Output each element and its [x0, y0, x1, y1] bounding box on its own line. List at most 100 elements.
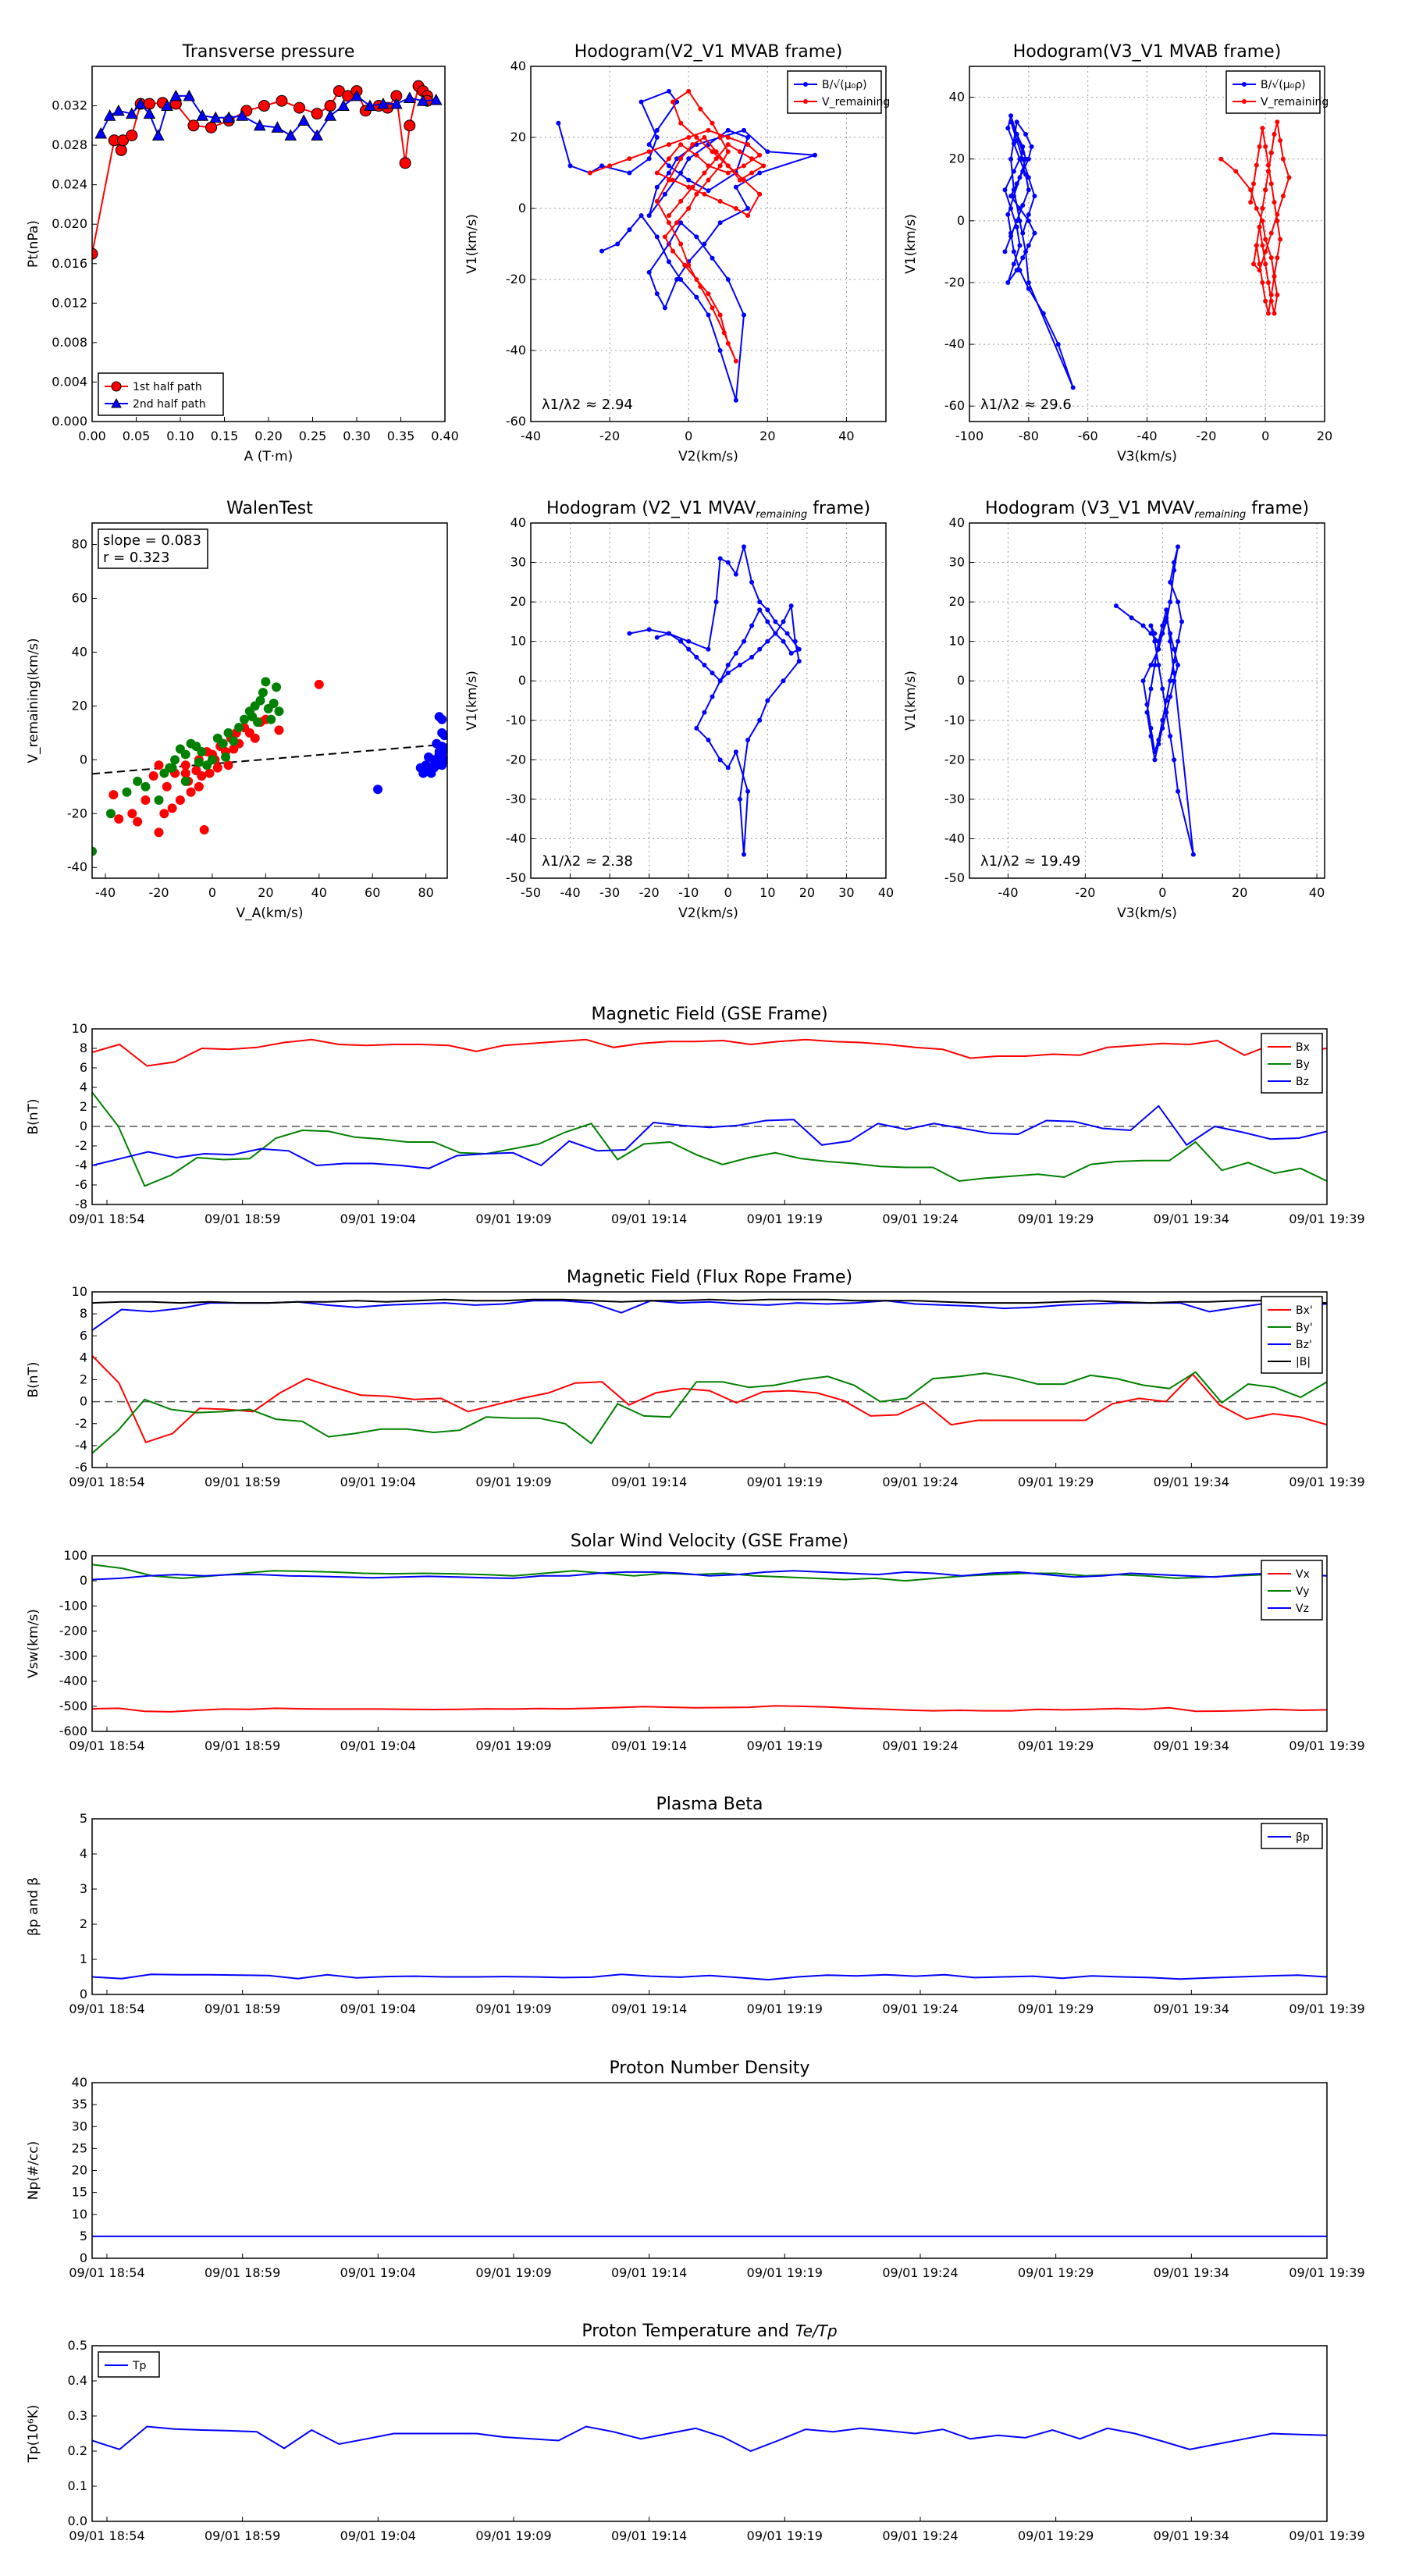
data-point: [733, 206, 738, 211]
data-point: [162, 781, 172, 792]
y-tick-label: 0: [957, 213, 965, 228]
data-point: [1148, 686, 1154, 692]
series-line-Tp: [92, 2425, 1327, 2453]
data-point: [627, 156, 632, 162]
data-point: [1129, 615, 1134, 621]
data-point: [1280, 156, 1286, 162]
data-point: [1026, 279, 1031, 285]
series-line-Vz: [92, 1570, 1327, 1581]
data-point: [274, 725, 284, 735]
legend-label: V_remaining: [1261, 96, 1329, 109]
x-tick-label: 09/01 19:09: [475, 2528, 551, 2543]
tp-plot-area: [92, 2425, 1327, 2453]
data-point: [742, 639, 746, 644]
data-point: [1002, 249, 1008, 254]
x-tick-label: 09/01 19:29: [1018, 2265, 1094, 2280]
data-point: [1260, 218, 1265, 223]
x-tick-label: 09/01 18:59: [205, 2001, 280, 2016]
y-axis-label: Pt(nPa): [26, 220, 41, 268]
data-point: [607, 163, 613, 169]
data-point: [1023, 132, 1029, 137]
y-tick-label: 4: [80, 1846, 87, 1861]
y-tick-label: 1: [80, 1952, 87, 1966]
y-tick-label: 10: [72, 2207, 87, 2222]
y-tick-label: 0: [80, 1394, 87, 1409]
data-point: [1026, 243, 1031, 248]
data-point: [678, 277, 684, 282]
legend-label: Vz: [1296, 1603, 1309, 1615]
data-point: [1265, 311, 1271, 316]
data-point: [1172, 560, 1177, 565]
x-tick-label: -80: [1019, 429, 1039, 443]
data-point: [1260, 279, 1265, 285]
data-point: [126, 107, 138, 119]
plot-frame: [91, 1555, 1328, 1732]
data-point: [1268, 230, 1274, 236]
data-point: [1040, 311, 1046, 316]
data-point: [373, 785, 383, 795]
data-point: [710, 149, 715, 155]
x-tick-label: 0.30: [343, 429, 371, 443]
data-point: [666, 177, 671, 183]
x-tick-label: 09/01 19:34: [1154, 2528, 1229, 2543]
data-point: [757, 152, 763, 158]
data-point: [749, 623, 755, 628]
data-point: [1011, 249, 1016, 254]
data-point: [1172, 568, 1177, 573]
data-point: [725, 149, 731, 155]
x-axis-label: V2(km/s): [678, 449, 738, 464]
y-tick-label: 30: [510, 555, 526, 570]
y-tick-label: -50: [944, 870, 965, 885]
eigen-ratio-annotation: λ1/λ2 ≈ 19.49: [980, 853, 1080, 870]
data-point: [1008, 156, 1014, 162]
data-point: [757, 646, 763, 652]
data-point: [666, 88, 671, 94]
data-point: [1160, 725, 1165, 731]
x-tick-label: 09/01 19:09: [475, 2001, 551, 2016]
legend-marker: [803, 82, 808, 87]
data-point: [1152, 639, 1158, 644]
data-point: [725, 277, 731, 282]
data-point: [717, 312, 723, 318]
data-point: [749, 654, 755, 660]
data-point: [250, 733, 260, 743]
data-point: [1263, 298, 1268, 304]
x-tick-label: 09/01 18:54: [69, 1475, 144, 1489]
data-point: [686, 135, 692, 140]
hodo1-legend: B/√(μ₀ρ) V_remaining: [787, 70, 890, 114]
data-point: [678, 142, 684, 148]
data-point: [1002, 187, 1008, 193]
hodo1-chart: Hodogram(V2_V1 MVAB frame)-60-40-2002040…: [464, 42, 890, 464]
data-point: [713, 149, 719, 155]
x-tick-label: 09/01 19:14: [611, 2528, 687, 2543]
data-point: [717, 198, 723, 204]
data-point: [134, 97, 147, 109]
data-point: [434, 712, 444, 722]
walen-plot-area: [92, 677, 447, 856]
data-point: [788, 603, 794, 609]
gse-chart: Magnetic Field (GSE Frame) -8 -6 -4 -2 0 2 4 6 8 1…: [26, 1005, 1365, 1226]
data-point: [154, 827, 164, 838]
data-point: [161, 99, 173, 112]
data-point: [706, 127, 711, 133]
data-point: [757, 191, 763, 197]
data-point: [167, 763, 177, 773]
legend-label: By': [1296, 1322, 1313, 1334]
data-point: [222, 111, 235, 123]
y-tick-label: 40: [949, 90, 965, 105]
series-line-Bz': [92, 1300, 1327, 1332]
data-point: [1020, 169, 1026, 174]
y-tick-label: -20: [944, 275, 965, 290]
np-chart: Proton Number Density 0 5 10 15 20 25 30 35 40 09/…: [26, 2058, 1365, 2280]
data-point: [749, 170, 755, 176]
data-point: [686, 206, 692, 211]
data-point: [757, 717, 763, 723]
data-point: [1254, 162, 1259, 168]
y-axis-label: Tp(10⁶K): [26, 2404, 41, 2463]
x-tick-label: 09/01 19:04: [340, 2265, 416, 2280]
data-point: [654, 198, 660, 204]
plot-frame: [530, 522, 887, 879]
data-point: [1152, 663, 1158, 667]
legend-label: Bx': [1296, 1304, 1313, 1317]
data-point: [133, 817, 143, 827]
